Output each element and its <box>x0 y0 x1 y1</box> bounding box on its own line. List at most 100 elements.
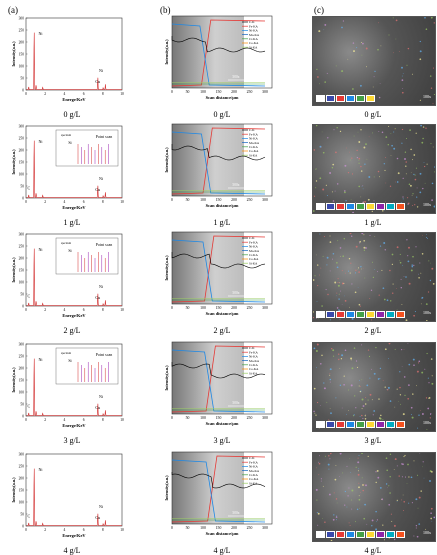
y-tick-label: 50 <box>20 512 24 516</box>
speckle <box>414 174 416 176</box>
speckle <box>401 303 403 305</box>
speckle <box>360 492 361 493</box>
x-tick-label: 0 <box>171 198 173 202</box>
sample-caption: 0 g/L <box>63 110 81 119</box>
speckle <box>336 519 338 521</box>
speckle <box>360 266 362 268</box>
peak-label-ni: Ni <box>99 284 104 289</box>
x-tick-label: 100 <box>200 90 206 94</box>
elemental-map-image: 100x <box>312 232 436 322</box>
speckle <box>427 377 429 379</box>
speckle <box>316 343 319 346</box>
speckle <box>348 389 349 391</box>
series-line-fe <box>171 19 266 87</box>
speckle <box>386 299 389 302</box>
speckle <box>328 493 331 496</box>
speckle <box>315 180 318 182</box>
speckle <box>330 453 332 455</box>
speckle <box>378 22 379 24</box>
speckle <box>377 170 380 173</box>
speckle <box>333 492 335 494</box>
speckle <box>350 359 352 361</box>
speckle <box>385 136 388 138</box>
sem-image <box>172 452 244 524</box>
speckle <box>360 129 362 131</box>
speckle <box>371 525 373 527</box>
speckle <box>384 348 387 351</box>
speckle <box>315 168 317 170</box>
x-tick-label: 300 <box>262 526 268 530</box>
speckle <box>410 269 413 272</box>
speckle <box>391 292 394 294</box>
speckle <box>346 465 348 467</box>
speckle <box>339 247 342 249</box>
speckle <box>363 484 365 486</box>
speckle <box>336 183 339 185</box>
speckle <box>343 238 345 240</box>
speckle <box>355 521 356 523</box>
speckle <box>379 176 380 178</box>
speckle <box>408 183 411 186</box>
speckle <box>395 288 397 289</box>
speckle <box>359 242 361 244</box>
x-tick-label: 250 <box>247 198 253 202</box>
y-tick-label: 150 <box>19 268 25 272</box>
x-axis-label: Scan distance/μm <box>206 421 239 426</box>
speckle <box>429 75 432 77</box>
speckle <box>401 365 403 367</box>
speckle <box>317 76 319 78</box>
element-chip <box>396 203 405 210</box>
speckle <box>365 143 367 145</box>
x-tick-label: 8 <box>102 418 104 422</box>
speckle <box>420 410 421 411</box>
speckle <box>405 173 407 175</box>
speckle <box>403 510 405 511</box>
map-speckles <box>313 343 434 430</box>
element-chip <box>366 95 375 102</box>
speckle <box>384 249 387 251</box>
element-chip <box>346 421 355 428</box>
x-tick-label: 250 <box>247 416 253 420</box>
peak-label-ni: Ni <box>99 394 104 399</box>
speckle <box>320 478 322 480</box>
speckle <box>358 141 361 143</box>
speckle <box>357 470 359 472</box>
speckle <box>361 379 363 381</box>
y-tick-label: 0 <box>22 88 24 92</box>
series-line-ni <box>171 239 266 303</box>
speckle <box>401 75 403 77</box>
x-tick-label: 50 <box>186 90 190 94</box>
y-axis-label: Intensity(a.u.) <box>11 367 16 393</box>
speckle <box>375 510 377 513</box>
speckle <box>379 486 382 489</box>
speckle <box>318 30 321 33</box>
panel-label-c: (c) <box>314 5 324 15</box>
speckle <box>382 524 384 526</box>
speckle <box>405 165 407 167</box>
speckle <box>328 468 330 470</box>
speckle <box>351 508 353 510</box>
x-tick-label: 2 <box>44 308 46 312</box>
speckle <box>314 275 316 277</box>
legend-entry: C-K <box>249 456 255 460</box>
speckle <box>349 472 351 473</box>
speckle <box>425 528 427 530</box>
speckle <box>393 469 395 470</box>
speckle <box>313 410 315 413</box>
speckle <box>355 269 357 271</box>
speckle <box>405 276 407 278</box>
x-tick-label: 100 <box>200 306 206 310</box>
series-line-ni <box>171 23 266 87</box>
speckle <box>315 187 317 189</box>
legend-entry: Ni-KA <box>249 465 259 469</box>
x-tick-label: 300 <box>262 416 268 420</box>
peak-label-c: C <box>28 294 31 299</box>
map-speckles <box>315 453 435 541</box>
x-tick-label: 4 <box>64 528 66 532</box>
speckle <box>385 201 386 202</box>
speckle <box>394 181 396 183</box>
speckle <box>407 463 409 466</box>
x-axis-label: Scan distance/μm <box>206 95 239 100</box>
speckle <box>425 397 428 399</box>
speckle <box>335 295 337 297</box>
